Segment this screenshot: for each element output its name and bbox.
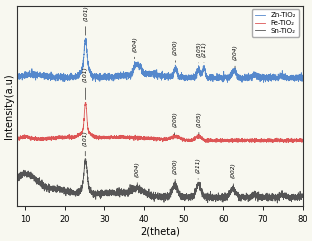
Sn-TiO₂ [15, 175, 19, 178]
Sn-TiO₂ [83, 157, 87, 160]
Text: (211): (211) [196, 157, 201, 179]
X-axis label: 2(theta): 2(theta) [140, 227, 180, 237]
Text: (002): (002) [231, 162, 236, 186]
Text: (101): (101) [83, 130, 88, 156]
Line: Zn-TiO₂: Zn-TiO₂ [17, 38, 303, 82]
Zn-TiO₂ [301, 76, 305, 79]
Fe-TiO₂ [292, 139, 296, 142]
Sn-TiO₂ [301, 194, 305, 197]
Text: (204): (204) [232, 45, 237, 68]
Fe-TiO₂ [151, 137, 154, 140]
Sn-TiO₂ [292, 196, 296, 199]
Sn-TiO₂ [278, 191, 281, 194]
Fe-TiO₂ [301, 139, 305, 142]
Zn-TiO₂ [84, 37, 87, 40]
Sn-TiO₂ [135, 186, 139, 189]
Fe-TiO₂ [84, 101, 87, 104]
Line: Fe-TiO₂: Fe-TiO₂ [17, 102, 303, 143]
Zn-TiO₂ [226, 81, 229, 84]
Fe-TiO₂ [286, 141, 290, 144]
Sn-TiO₂ [137, 188, 141, 191]
Sn-TiO₂ [275, 201, 279, 204]
Fe-TiO₂ [135, 135, 139, 138]
Text: (101): (101) [83, 5, 88, 35]
Text: (004): (004) [135, 161, 140, 185]
Text: (200): (200) [172, 111, 177, 135]
Zn-TiO₂ [222, 77, 226, 80]
Fe-TiO₂ [278, 141, 281, 144]
Zn-TiO₂ [292, 79, 296, 82]
Legend: Zn-TiO₂, Fe-TiO₂, Sn-TiO₂: Zn-TiO₂, Fe-TiO₂, Sn-TiO₂ [252, 9, 299, 37]
Text: (211): (211) [202, 41, 207, 63]
Fe-TiO₂ [137, 135, 141, 138]
Zn-TiO₂ [137, 64, 141, 67]
Text: (105): (105) [196, 41, 201, 63]
Text: (105): (105) [196, 111, 202, 134]
Text: (200): (200) [173, 39, 178, 62]
Sn-TiO₂ [222, 195, 226, 198]
Zn-TiO₂ [151, 73, 154, 76]
Text: (004): (004) [132, 36, 137, 59]
Text: (101): (101) [83, 67, 88, 100]
Fe-TiO₂ [15, 138, 19, 141]
Fe-TiO₂ [222, 139, 226, 141]
Y-axis label: Intensity(a.u): Intensity(a.u) [4, 73, 14, 139]
Zn-TiO₂ [15, 74, 19, 77]
Text: (200): (200) [173, 158, 178, 181]
Zn-TiO₂ [135, 63, 139, 66]
Zn-TiO₂ [278, 76, 281, 79]
Sn-TiO₂ [151, 194, 154, 197]
Line: Sn-TiO₂: Sn-TiO₂ [17, 159, 303, 203]
